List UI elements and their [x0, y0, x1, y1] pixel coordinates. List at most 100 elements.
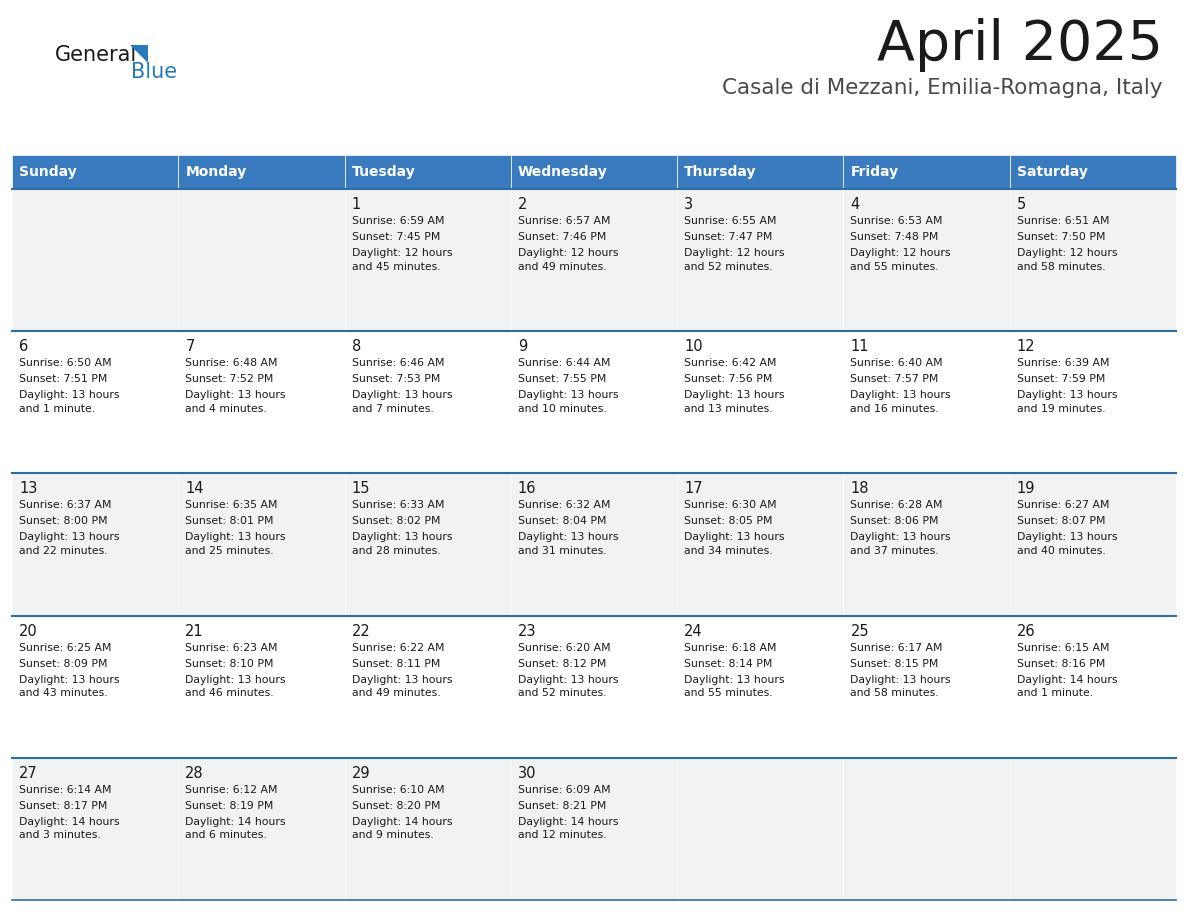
Text: Daylight: 13 hours
and 55 minutes.: Daylight: 13 hours and 55 minutes. — [684, 675, 784, 699]
Text: Sunset: 7:55 PM: Sunset: 7:55 PM — [518, 375, 606, 385]
Text: Sunset: 7:56 PM: Sunset: 7:56 PM — [684, 375, 772, 385]
Text: Sunset: 8:19 PM: Sunset: 8:19 PM — [185, 800, 273, 811]
Text: Daylight: 13 hours
and 40 minutes.: Daylight: 13 hours and 40 minutes. — [1017, 532, 1117, 556]
Text: Sunset: 8:15 PM: Sunset: 8:15 PM — [851, 658, 939, 668]
Bar — [843, 474, 1010, 616]
Text: Daylight: 12 hours
and 58 minutes.: Daylight: 12 hours and 58 minutes. — [1017, 248, 1117, 272]
Text: 14: 14 — [185, 481, 204, 497]
Text: Daylight: 13 hours
and 22 minutes.: Daylight: 13 hours and 22 minutes. — [19, 532, 120, 556]
Text: Sunrise: 6:17 AM: Sunrise: 6:17 AM — [851, 643, 943, 653]
Bar — [1010, 155, 1176, 189]
Bar — [1010, 189, 1176, 331]
Bar — [1010, 331, 1176, 474]
Text: Sunrise: 6:35 AM: Sunrise: 6:35 AM — [185, 500, 278, 510]
Bar — [511, 155, 677, 189]
Text: 24: 24 — [684, 623, 703, 639]
Text: Daylight: 13 hours
and 7 minutes.: Daylight: 13 hours and 7 minutes. — [352, 390, 453, 414]
Text: Tuesday: Tuesday — [352, 165, 416, 179]
Text: Daylight: 12 hours
and 55 minutes.: Daylight: 12 hours and 55 minutes. — [851, 248, 950, 272]
Text: Daylight: 13 hours
and 13 minutes.: Daylight: 13 hours and 13 minutes. — [684, 390, 784, 414]
Text: 12: 12 — [1017, 339, 1035, 354]
Bar — [12, 331, 178, 474]
Text: Daylight: 14 hours
and 3 minutes.: Daylight: 14 hours and 3 minutes. — [19, 817, 120, 840]
Bar — [677, 757, 843, 900]
Text: Daylight: 13 hours
and 58 minutes.: Daylight: 13 hours and 58 minutes. — [851, 675, 950, 699]
Text: Sunset: 7:45 PM: Sunset: 7:45 PM — [352, 232, 440, 242]
Bar — [843, 757, 1010, 900]
Text: Sunrise: 6:44 AM: Sunrise: 6:44 AM — [518, 358, 611, 368]
Text: Daylight: 13 hours
and 49 minutes.: Daylight: 13 hours and 49 minutes. — [352, 675, 453, 699]
Text: 6: 6 — [19, 339, 29, 354]
Bar — [178, 474, 345, 616]
Text: Daylight: 13 hours
and 31 minutes.: Daylight: 13 hours and 31 minutes. — [518, 532, 619, 556]
Text: 4: 4 — [851, 197, 860, 212]
Text: Sunset: 7:46 PM: Sunset: 7:46 PM — [518, 232, 606, 242]
Bar — [345, 189, 511, 331]
Text: Sunrise: 6:15 AM: Sunrise: 6:15 AM — [1017, 643, 1110, 653]
Bar — [677, 474, 843, 616]
Text: 26: 26 — [1017, 623, 1035, 639]
Text: Daylight: 14 hours
and 6 minutes.: Daylight: 14 hours and 6 minutes. — [185, 817, 286, 840]
Text: Sunrise: 6:33 AM: Sunrise: 6:33 AM — [352, 500, 444, 510]
Text: Sunset: 7:50 PM: Sunset: 7:50 PM — [1017, 232, 1105, 242]
Text: Sunrise: 6:59 AM: Sunrise: 6:59 AM — [352, 216, 444, 226]
Text: Daylight: 13 hours
and 4 minutes.: Daylight: 13 hours and 4 minutes. — [185, 390, 286, 414]
Text: Sunset: 8:07 PM: Sunset: 8:07 PM — [1017, 517, 1105, 526]
Bar — [12, 616, 178, 757]
Bar — [1010, 474, 1176, 616]
Bar — [511, 757, 677, 900]
Text: Daylight: 13 hours
and 52 minutes.: Daylight: 13 hours and 52 minutes. — [518, 675, 619, 699]
Text: Daylight: 12 hours
and 52 minutes.: Daylight: 12 hours and 52 minutes. — [684, 248, 784, 272]
Bar — [843, 155, 1010, 189]
Text: 9: 9 — [518, 339, 527, 354]
Text: Sunset: 7:48 PM: Sunset: 7:48 PM — [851, 232, 939, 242]
Text: 18: 18 — [851, 481, 868, 497]
Bar — [345, 474, 511, 616]
Text: Sunset: 8:01 PM: Sunset: 8:01 PM — [185, 517, 273, 526]
Text: Sunset: 8:17 PM: Sunset: 8:17 PM — [19, 800, 107, 811]
Bar — [345, 616, 511, 757]
Bar — [843, 189, 1010, 331]
Text: 13: 13 — [19, 481, 37, 497]
Text: Daylight: 14 hours
and 12 minutes.: Daylight: 14 hours and 12 minutes. — [518, 817, 619, 840]
Text: Sunrise: 6:50 AM: Sunrise: 6:50 AM — [19, 358, 112, 368]
Text: Sunset: 7:59 PM: Sunset: 7:59 PM — [1017, 375, 1105, 385]
Text: Sunrise: 6:30 AM: Sunrise: 6:30 AM — [684, 500, 777, 510]
Text: Sunrise: 6:42 AM: Sunrise: 6:42 AM — [684, 358, 777, 368]
Text: 15: 15 — [352, 481, 371, 497]
Text: Sunrise: 6:39 AM: Sunrise: 6:39 AM — [1017, 358, 1110, 368]
Text: Daylight: 14 hours
and 1 minute.: Daylight: 14 hours and 1 minute. — [1017, 675, 1117, 699]
Bar — [677, 155, 843, 189]
Bar — [345, 757, 511, 900]
Text: Casale di Mezzani, Emilia-Romagna, Italy: Casale di Mezzani, Emilia-Romagna, Italy — [722, 78, 1163, 98]
Bar — [511, 189, 677, 331]
Text: Sunrise: 6:40 AM: Sunrise: 6:40 AM — [851, 358, 943, 368]
Text: Sunrise: 6:09 AM: Sunrise: 6:09 AM — [518, 785, 611, 795]
Text: 5: 5 — [1017, 197, 1026, 212]
Text: Daylight: 13 hours
and 1 minute.: Daylight: 13 hours and 1 minute. — [19, 390, 120, 414]
Text: Sunrise: 6:55 AM: Sunrise: 6:55 AM — [684, 216, 777, 226]
Text: Sunset: 8:05 PM: Sunset: 8:05 PM — [684, 517, 772, 526]
Text: Sunrise: 6:23 AM: Sunrise: 6:23 AM — [185, 643, 278, 653]
Text: Daylight: 13 hours
and 25 minutes.: Daylight: 13 hours and 25 minutes. — [185, 532, 286, 556]
Text: Daylight: 13 hours
and 43 minutes.: Daylight: 13 hours and 43 minutes. — [19, 675, 120, 699]
Text: Sunrise: 6:37 AM: Sunrise: 6:37 AM — [19, 500, 112, 510]
Bar — [843, 616, 1010, 757]
Text: Sunset: 7:53 PM: Sunset: 7:53 PM — [352, 375, 440, 385]
Text: Sunrise: 6:18 AM: Sunrise: 6:18 AM — [684, 643, 777, 653]
Text: Sunrise: 6:57 AM: Sunrise: 6:57 AM — [518, 216, 611, 226]
Text: Sunset: 8:20 PM: Sunset: 8:20 PM — [352, 800, 440, 811]
Text: Blue: Blue — [131, 62, 177, 82]
Text: Daylight: 13 hours
and 19 minutes.: Daylight: 13 hours and 19 minutes. — [1017, 390, 1117, 414]
Text: Daylight: 13 hours
and 10 minutes.: Daylight: 13 hours and 10 minutes. — [518, 390, 619, 414]
Bar — [12, 757, 178, 900]
Text: 22: 22 — [352, 623, 371, 639]
Text: 17: 17 — [684, 481, 703, 497]
Text: Sunset: 8:12 PM: Sunset: 8:12 PM — [518, 658, 606, 668]
Text: Daylight: 13 hours
and 37 minutes.: Daylight: 13 hours and 37 minutes. — [851, 532, 950, 556]
Text: Sunset: 7:52 PM: Sunset: 7:52 PM — [185, 375, 273, 385]
Bar — [345, 155, 511, 189]
Text: Sunset: 8:16 PM: Sunset: 8:16 PM — [1017, 658, 1105, 668]
Text: Sunrise: 6:28 AM: Sunrise: 6:28 AM — [851, 500, 943, 510]
Bar — [178, 189, 345, 331]
